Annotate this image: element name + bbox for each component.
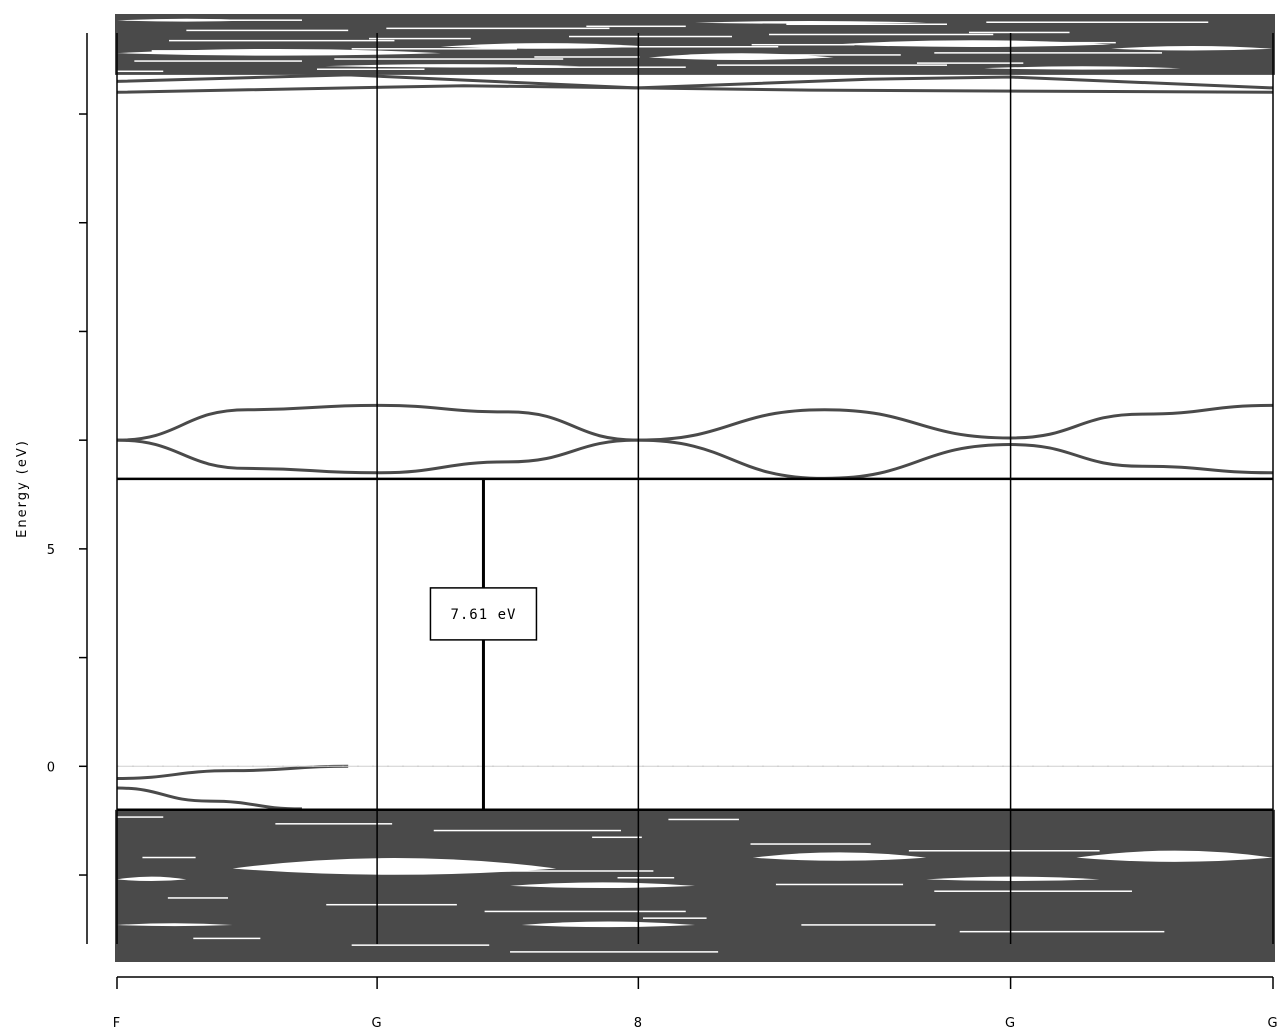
valence-stripe-1 — [275, 823, 393, 825]
valence-gap-6 — [521, 921, 695, 928]
valence-stripe-5 — [908, 850, 1100, 852]
valence-stripe-4 — [750, 843, 871, 845]
conduction-stripe-4 — [916, 62, 1024, 64]
upper-band-line-0 — [116, 73, 1274, 90]
conduction-stripe-6 — [334, 58, 564, 60]
conduction-stripe-22 — [586, 25, 686, 28]
band-stripes-layer — [117, 18, 1273, 953]
valence-stripe-15 — [642, 917, 707, 919]
valence-stripe-16 — [801, 924, 936, 926]
conduction-stripe-13 — [751, 43, 855, 46]
annotation-layer: 7.61 eV — [429, 478, 538, 810]
valence-stripe-14 — [484, 910, 686, 913]
valence-stripe-3 — [592, 836, 642, 839]
band-line-3 — [116, 786, 302, 811]
y-axis-title: Energy (eV) — [15, 439, 30, 538]
valence-stripe-9 — [617, 876, 675, 879]
valence-stripe-17 — [959, 930, 1165, 933]
conduction-stripe-16 — [369, 37, 471, 40]
conduction-stripe-18 — [768, 33, 994, 36]
axes-layer: 0 5 Energy (eV) F G 8 G G — [15, 33, 1277, 1031]
reference-lines-layer — [116, 33, 1274, 944]
conduction-stripe-1 — [316, 68, 425, 70]
valence-band-block — [115, 809, 1275, 962]
x-tick-label-4: G — [1267, 1016, 1277, 1031]
conduction-stripe-8 — [734, 54, 901, 56]
valence-gap-4 — [510, 882, 695, 888]
conduction-stripe-24 — [986, 21, 1209, 23]
conduction-stripe-5 — [134, 60, 302, 62]
valence-stripe-2 — [433, 829, 622, 832]
x-tick-label-1: G — [372, 1016, 383, 1031]
conduction-stripe-15 — [169, 39, 395, 42]
x-tick-label-0: F — [113, 1016, 121, 1031]
valence-stripe-7 — [300, 863, 425, 866]
conduction-stripe-17 — [568, 35, 732, 38]
valence-gap-1 — [752, 852, 927, 861]
conduction-stripe-10 — [151, 50, 256, 52]
valence-stripe-19 — [351, 944, 490, 946]
conduction-gap-5 — [325, 64, 580, 68]
valence-stripe-0 — [117, 816, 164, 818]
valence-gap-3 — [117, 876, 187, 882]
band-gap-label: 7.61 eV — [450, 607, 516, 623]
conduction-stripe-19 — [968, 31, 1070, 34]
conduction-gap-4 — [1111, 45, 1273, 51]
conduction-stripe-21 — [386, 27, 610, 30]
conduction-stripe-9 — [934, 52, 1163, 54]
conduction-stripe-0 — [117, 70, 164, 73]
conduction-gap-8 — [695, 20, 927, 24]
valence-stripe-10 — [775, 883, 904, 886]
conduction-stripe-12 — [551, 46, 779, 48]
valence-gap-2 — [1076, 850, 1273, 862]
valence-stripe-13 — [326, 903, 457, 906]
valence-stripe-21 — [668, 818, 739, 821]
conduction-stripe-23 — [786, 23, 948, 26]
valence-gap-7 — [117, 923, 233, 927]
conduction-stripe-25 — [203, 19, 302, 21]
valence-stripe-8 — [459, 870, 654, 872]
valence-stripe-12 — [167, 897, 228, 899]
conduction-stripe-3 — [716, 64, 948, 66]
valence-stripe-18 — [193, 937, 261, 940]
y-tick-label-0: 0 — [47, 760, 56, 775]
valence-stripe-20 — [510, 951, 719, 953]
band-line-0 — [116, 438, 1274, 480]
band-line-1 — [116, 403, 1274, 442]
x-tick-label-2: 8 — [634, 1016, 643, 1031]
band-gap-label-box — [429, 587, 538, 641]
y-tick-label-1: 5 — [47, 543, 56, 558]
valence-stripe-6 — [142, 856, 196, 859]
highlighted-bands-layer — [116, 73, 1274, 811]
conduction-stripe-7 — [534, 56, 640, 58]
conduction-gap-6 — [984, 66, 1181, 70]
conduction-stripe-2 — [516, 66, 686, 68]
valence-gap-5 — [926, 876, 1100, 882]
valence-stripe-11 — [934, 890, 1132, 892]
conduction-stripe-20 — [186, 29, 349, 32]
upper-band-line-1 — [116, 84, 1274, 94]
conduction-stripe-14 — [951, 41, 1116, 44]
band-line-2 — [116, 764, 349, 780]
conduction-stripe-11 — [351, 48, 517, 50]
x-tick-label-3: G — [1005, 1016, 1016, 1031]
